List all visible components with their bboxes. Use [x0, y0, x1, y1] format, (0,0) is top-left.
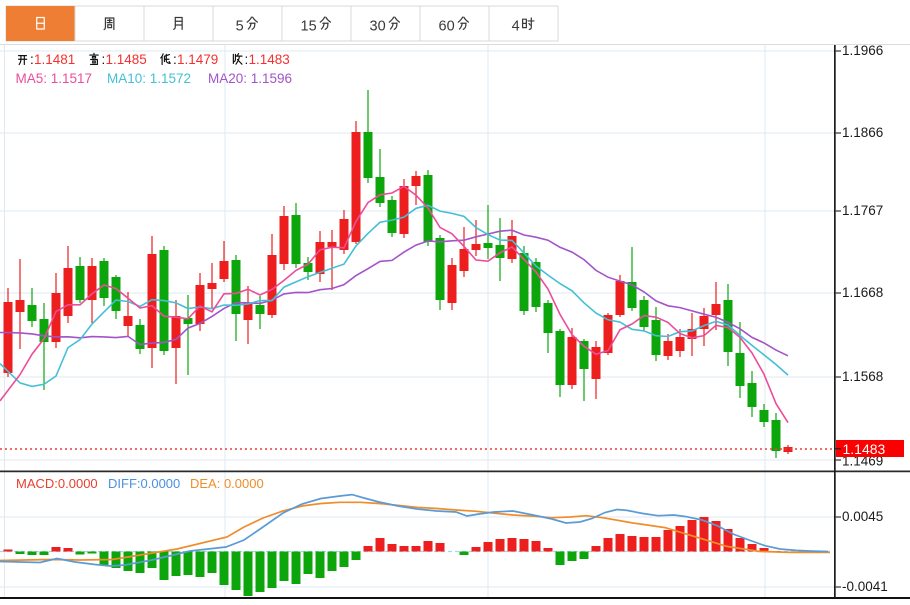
svg-text:1.1483: 1.1483: [249, 52, 290, 67]
svg-text:1.1966: 1.1966: [842, 43, 883, 58]
svg-text:30: 30: [370, 19, 386, 35]
svg-text:1.1481: 1.1481: [34, 52, 75, 67]
svg-text:1.1668: 1.1668: [842, 285, 883, 300]
svg-text:5: 5: [236, 19, 244, 35]
svg-text:1.1469: 1.1469: [842, 454, 883, 469]
svg-text:4: 4: [512, 19, 520, 35]
svg-text:MACD:0.0000: MACD:0.0000: [16, 476, 98, 491]
svg-text:MA5: 1.1517: MA5: 1.1517: [16, 71, 93, 86]
svg-text::: :: [245, 52, 249, 67]
svg-text:DIFF:0.0000: DIFF:0.0000: [108, 476, 180, 491]
svg-text:1.1866: 1.1866: [842, 125, 883, 140]
svg-text::: :: [102, 52, 106, 67]
svg-text:MA20: 1.1596: MA20: 1.1596: [208, 71, 292, 86]
svg-text:15: 15: [301, 19, 317, 35]
svg-text:60: 60: [439, 19, 455, 35]
svg-text:-0.0041: -0.0041: [842, 579, 888, 594]
svg-text:0.0045: 0.0045: [842, 509, 883, 524]
svg-text:1.1767: 1.1767: [842, 203, 883, 218]
svg-text:1.1485: 1.1485: [106, 52, 147, 67]
svg-text:DEA: 0.0000: DEA: 0.0000: [190, 476, 264, 491]
svg-text:1.1568: 1.1568: [842, 369, 883, 384]
svg-text:MA10: 1.1572: MA10: 1.1572: [107, 71, 191, 86]
svg-text:1.1483: 1.1483: [843, 441, 886, 457]
svg-text:1.1479: 1.1479: [177, 52, 218, 67]
svg-text::: :: [173, 52, 177, 67]
svg-text::: :: [30, 52, 34, 67]
